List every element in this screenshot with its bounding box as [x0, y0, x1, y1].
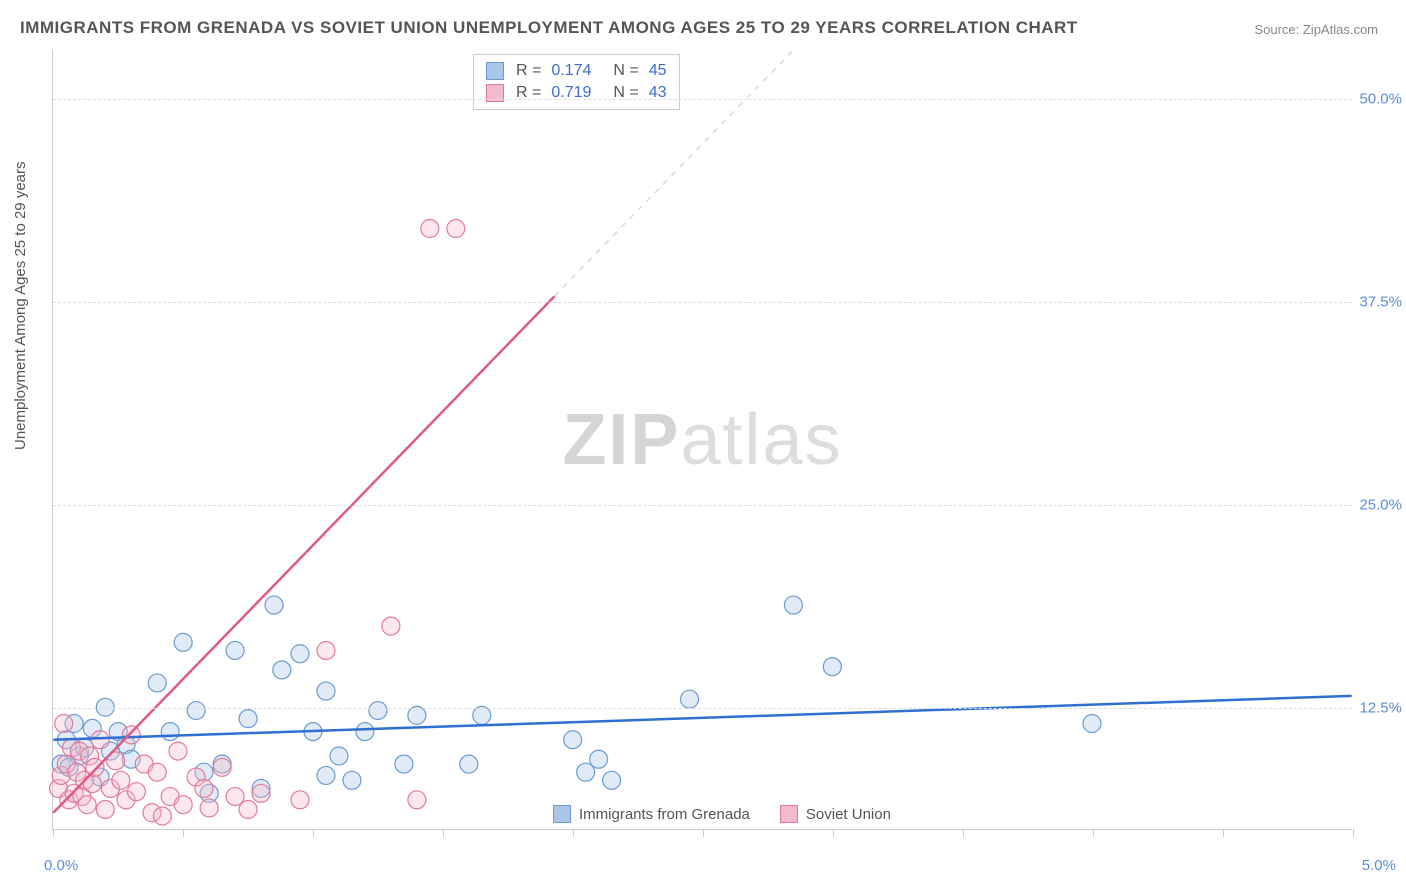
x-tick: [703, 829, 704, 837]
source-attribution: Source: ZipAtlas.com: [1254, 22, 1378, 37]
data-point: [112, 771, 130, 789]
x-tick: [1223, 829, 1224, 837]
gridline: [53, 708, 1352, 709]
data-point: [153, 807, 171, 825]
legend-item-soviet: Soviet Union: [780, 805, 891, 823]
data-point: [78, 796, 96, 814]
data-point: [83, 775, 101, 793]
data-point: [86, 758, 104, 776]
data-point: [169, 742, 187, 760]
data-point: [174, 796, 192, 814]
data-point: [265, 596, 283, 614]
y-tick-label: 25.0%: [1359, 497, 1402, 514]
data-point: [187, 702, 205, 720]
data-point: [564, 731, 582, 749]
x-tick: [443, 829, 444, 837]
data-point: [239, 801, 257, 819]
data-point: [408, 791, 426, 809]
r-label: R =: [516, 62, 541, 80]
x-tick: [1353, 829, 1354, 837]
legend-item-grenada: Immigrants from Grenada: [553, 805, 750, 823]
data-point: [161, 723, 179, 741]
data-point: [343, 771, 361, 789]
legend-label-soviet: Soviet Union: [806, 806, 891, 823]
data-point: [273, 661, 291, 679]
data-point: [252, 784, 270, 802]
data-point: [603, 771, 621, 789]
data-point: [122, 726, 140, 744]
data-point: [200, 799, 218, 817]
x-tick: [833, 829, 834, 837]
x-tick: [53, 829, 54, 837]
data-point: [195, 779, 213, 797]
data-point: [590, 750, 608, 768]
data-point: [784, 596, 802, 614]
data-point: [447, 220, 465, 238]
chart-title: IMMIGRANTS FROM GRENADA VS SOVIET UNION …: [20, 18, 1078, 38]
y-tick-label: 37.5%: [1359, 293, 1402, 310]
n-value-grenada: 45: [649, 62, 667, 80]
x-tick: [1093, 829, 1094, 837]
data-point: [96, 801, 114, 819]
gridline: [53, 302, 1352, 303]
data-point: [421, 220, 439, 238]
swatch-soviet-icon: [780, 805, 798, 823]
data-point: [356, 723, 374, 741]
y-axis-label: Unemployment Among Ages 25 to 29 years: [12, 161, 29, 450]
data-point: [291, 645, 309, 663]
x-axis-start-label: 0.0%: [44, 857, 78, 874]
data-point: [823, 658, 841, 676]
plot-area: ZIPatlas R = 0.174 N = 45 R = 0.719 N = …: [52, 50, 1352, 830]
data-point: [91, 731, 109, 749]
y-tick-label: 50.0%: [1359, 90, 1402, 107]
data-point: [291, 791, 309, 809]
data-point: [127, 783, 145, 801]
data-point: [239, 710, 257, 728]
data-point: [317, 641, 335, 659]
correlation-legend: R = 0.174 N = 45 R = 0.719 N = 43: [473, 54, 680, 110]
x-tick: [183, 829, 184, 837]
x-tick: [573, 829, 574, 837]
chart-svg: [53, 50, 1352, 829]
y-tick-label: 12.5%: [1359, 700, 1402, 717]
data-point: [317, 682, 335, 700]
x-tick: [313, 829, 314, 837]
data-point: [174, 633, 192, 651]
data-point: [148, 674, 166, 692]
swatch-grenada-icon: [553, 805, 571, 823]
data-point: [317, 766, 335, 784]
data-point: [213, 758, 231, 776]
series-legend: Immigrants from Grenada Soviet Union: [553, 805, 891, 823]
data-point: [369, 702, 387, 720]
legend-label-grenada: Immigrants from Grenada: [579, 806, 750, 823]
swatch-grenada: [486, 62, 504, 80]
r-value-grenada: 0.174: [551, 62, 591, 80]
data-point: [1083, 715, 1101, 733]
gridline: [53, 505, 1352, 506]
legend-row-grenada: R = 0.174 N = 45: [486, 60, 667, 82]
data-point: [226, 641, 244, 659]
n-label: N =: [613, 62, 638, 80]
data-point: [395, 755, 413, 773]
data-point: [55, 715, 73, 733]
regression-line: [53, 296, 554, 813]
legend-row-soviet: R = 0.719 N = 43: [486, 82, 667, 104]
data-point: [460, 755, 478, 773]
x-axis-end-label: 5.0%: [1362, 857, 1396, 874]
data-point: [681, 690, 699, 708]
data-point: [382, 617, 400, 635]
data-point: [148, 763, 166, 781]
data-point: [330, 747, 348, 765]
gridline: [53, 99, 1352, 100]
x-tick: [963, 829, 964, 837]
